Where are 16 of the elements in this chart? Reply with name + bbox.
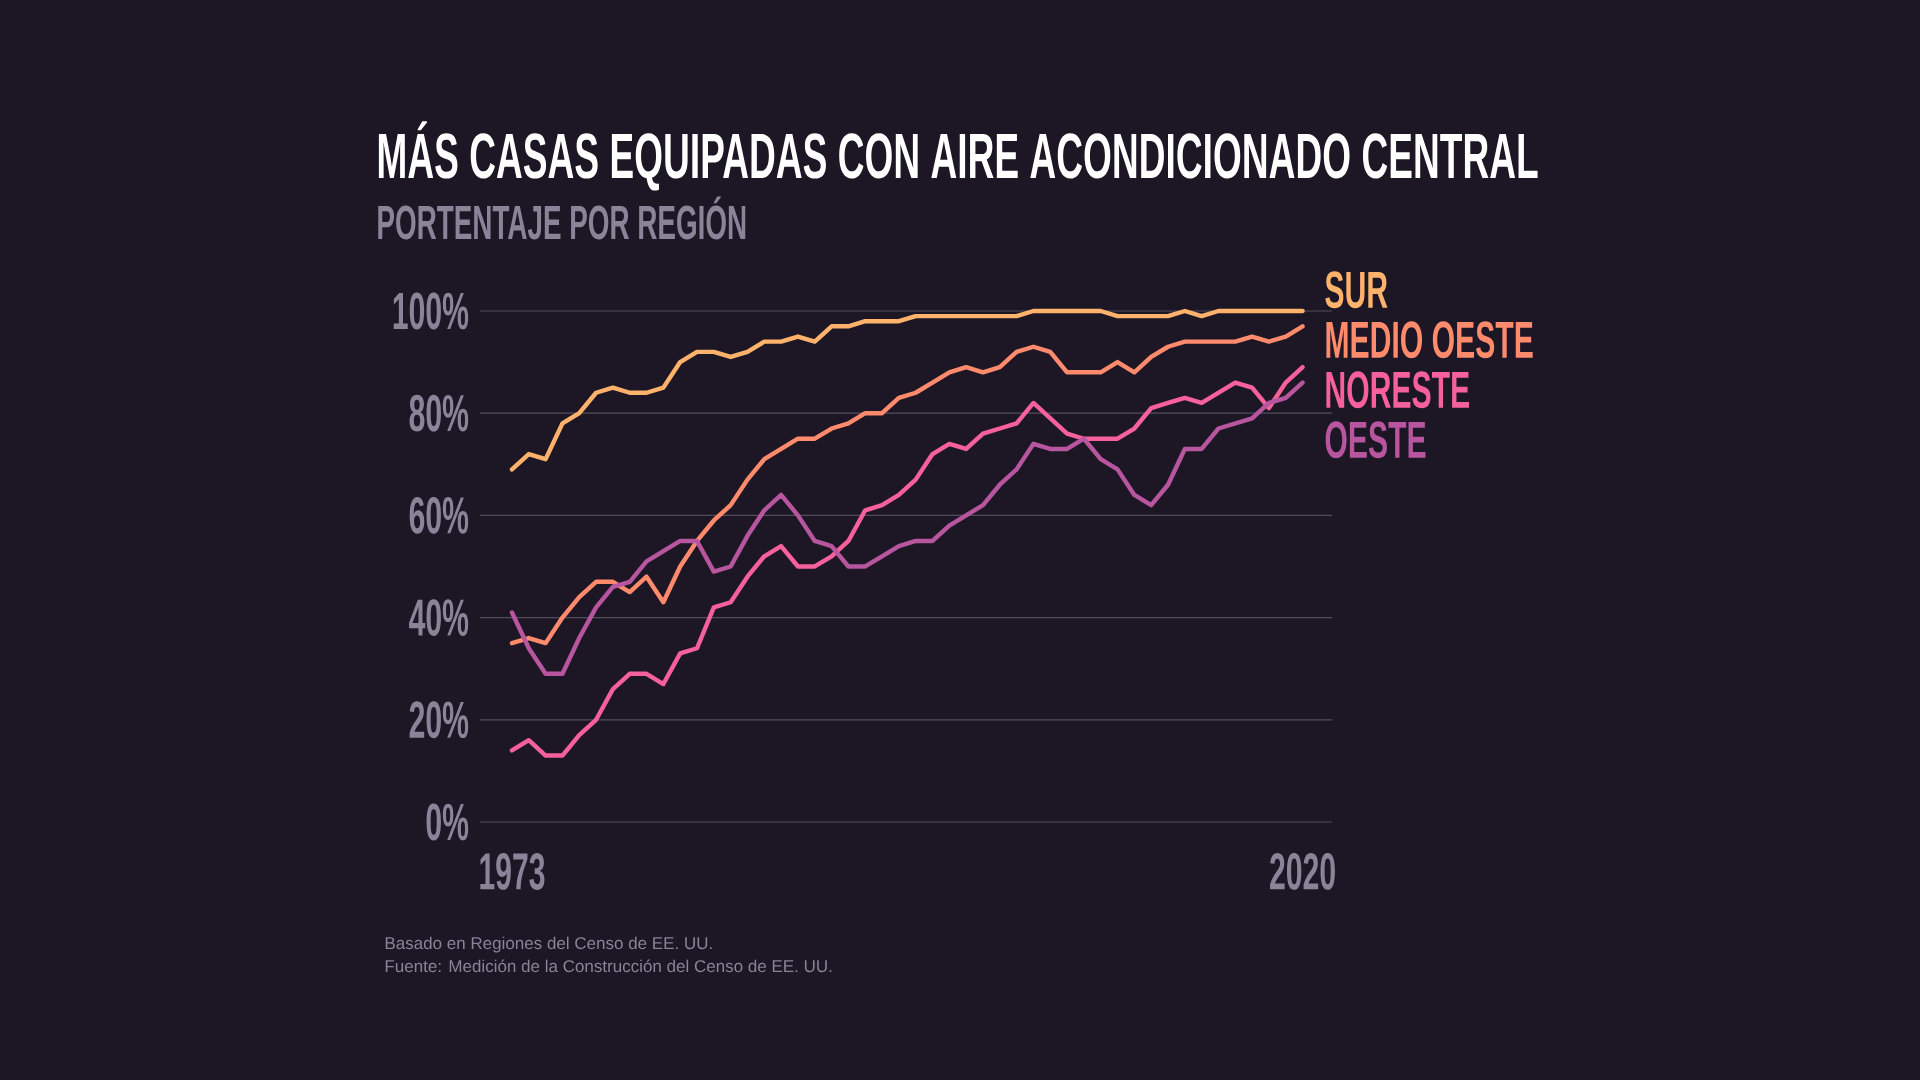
- y-tick-label: 80%: [409, 394, 469, 432]
- y-tick-label: 60%: [409, 496, 469, 534]
- y-tick-label: 100%: [393, 292, 469, 330]
- series-label: NORESTE: [1326, 371, 1470, 409]
- series-label: SUR: [1325, 271, 1388, 309]
- series-label: OESTE: [1325, 421, 1426, 459]
- chart-title: MÁS CASAS EQUIPADAS CON AIRE ACONDICIONADO CENTRAL: [378, 121, 1538, 191]
- y-tick-label: 0%: [426, 803, 469, 841]
- y-tick-label: 40%: [409, 599, 469, 636]
- x-tick-label: 2020: [1270, 853, 1335, 890]
- source-note: Fuente: Medición de la Construcción del Censo de EE. UU.: [385, 959, 832, 973]
- chart-subtitle: PORTENTAJE POR REGIÓN: [378, 196, 746, 240]
- y-tick-label: 20%: [409, 701, 469, 739]
- series-label: MEDIO OESTE: [1326, 321, 1533, 359]
- text: Basado en Regiones del Censo de EE. UU.: [385, 936, 712, 953]
- x-tick-label: 1973: [480, 853, 545, 890]
